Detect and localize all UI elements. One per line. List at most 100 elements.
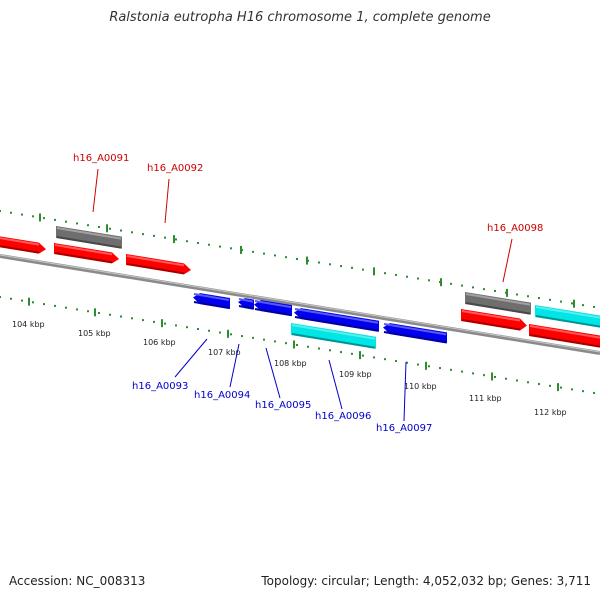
inner-scale-minor-tick [285,342,287,345]
inner-scale-minor-tick [197,327,199,330]
outer-scale-minor-tick [340,265,342,268]
inner-scale-minor-tick [406,361,408,364]
gene-arrow-h16_A0095-shape[interactable] [254,300,292,317]
gene-arrow-forward[interactable] [54,243,119,264]
gene-block-h16_A0098-shape[interactable] [465,292,531,315]
outer-scale-minor-tick [571,302,573,305]
inner-scale-minor-tick [384,358,386,361]
gene-arrow-h16_A0094[interactable] [238,298,254,310]
reverse-gene-leader [328,359,343,410]
inner-scale-minor-tick [307,345,309,348]
gene-arrow-forward[interactable] [0,236,46,254]
inner-scale-minor-tick [164,322,166,325]
outer-scale-minor-tick [395,273,397,276]
gene-arrow-forward-shade [0,245,40,254]
reverse-gene-leader [174,338,208,378]
gene-arrow-forward[interactable] [461,309,527,331]
kbp-label: 107 kbp [208,348,241,357]
gene-arrow-forward-highlight [529,325,600,339]
gene-block-rna-shape[interactable] [535,305,600,328]
gene-block-h16_A0091-shape[interactable] [56,226,122,249]
forward-gene-label[interactable]: h16_A0092 [147,163,203,174]
gene-arrow-forward-shape[interactable] [529,324,600,348]
inner-scale-minor-tick [373,356,375,359]
gene-arrow-h16_A0095[interactable] [254,300,292,317]
outer-scale-minor-tick [461,284,463,287]
gene-arrow-h16_A0093-highlight [193,293,230,301]
kbp-label: 104 kbp [12,320,45,329]
reverse-gene-leader [265,347,281,399]
kbp-label: 111 kbp [469,394,502,403]
inner-scale-minor-tick [318,347,320,350]
gene-arrow-h16_A0096-highlight [294,308,379,324]
inner-scale-minor-tick [296,343,298,346]
gene-block-h16_A0098-highlight [465,293,531,306]
gene-arrow-forward-highlight [54,244,113,256]
outer-scale-minor-tick [186,240,188,243]
inner-scale-minor-tick [219,331,221,334]
forward-gene-label[interactable]: h16_A0091 [73,153,129,164]
inner-scale-minor-tick [483,374,485,377]
outer-scale-minor-tick [318,261,320,264]
gene-arrow-forward-highlight [0,237,40,246]
outer-scale-minor-tick [32,215,34,218]
gene-arrow-h16_A0096-shape[interactable] [294,308,379,332]
forward-gene-leader [164,178,170,224]
gene-block-h16_A0098[interactable] [465,292,531,315]
gene-block-h16_A0091[interactable] [56,226,122,249]
genome-summary-label: Topology: circular; Length: 4,052,032 bp… [261,574,591,588]
reverse-gene-label[interactable]: h16_A0096 [315,411,371,422]
gene-arrow-h16_A0097[interactable] [383,323,447,344]
gene-arrow-h16_A0097-highlight [383,323,447,336]
outer-scale-minor-tick [329,263,331,266]
inner-scale-minor-tick [505,377,507,380]
outer-scale-minor-tick [109,227,111,230]
reverse-gene-label[interactable]: h16_A0094 [194,390,250,401]
inner-scale-minor-tick [21,299,23,302]
inner-scale-minor-tick [351,352,353,355]
outer-scale-minor-tick [527,295,529,298]
inner-scale-minor-tick [571,388,573,391]
outer-scale-minor-tick [483,288,485,291]
gene-arrow-h16_A0093-shape[interactable] [193,293,230,309]
inner-scale-minor-tick [329,349,331,352]
kbp-label: 108 kbp [274,359,307,368]
outer-scale-minor-tick [351,266,353,269]
inner-scale-minor-tick [87,310,89,313]
gene-arrow-h16_A0093[interactable] [193,293,230,309]
outer-scale-minor-tick [549,298,551,301]
gene-block-rna-shape[interactable] [291,323,376,349]
outer-scale-minor-tick [450,282,452,285]
gene-block-rna[interactable] [535,305,600,328]
gene-block-rna[interactable] [291,323,376,349]
forward-gene-label[interactable]: h16_A0098 [487,223,543,234]
gene-arrow-h16_A0096[interactable] [294,308,379,332]
gene-arrow-h16_A0097-shade [383,331,447,344]
gene-arrow-h16_A0097-shape[interactable] [383,323,447,344]
outer-scale-minor-tick [538,297,540,300]
outer-scale-minor-tick [87,224,89,227]
inner-scale-minor-tick [461,370,463,373]
kbp-label: 109 kbp [339,370,372,379]
outer-scale-minor-tick [285,256,287,259]
inner-scale-minor-tick [0,296,1,298]
gene-arrow-forward[interactable] [529,324,600,348]
accession-label: Accession: NC_008313 [9,574,146,588]
inner-scale-minor-tick [175,324,177,327]
inner-scale-minor-tick [131,317,133,320]
outer-scale-minor-tick [252,250,254,253]
gene-arrow-h16_A0092[interactable] [126,254,191,275]
inner-scale-minor-tick [549,384,551,387]
reverse-gene-label[interactable]: h16_A0097 [376,423,432,434]
inner-scale-minor-tick [263,338,265,341]
reverse-gene-label[interactable]: h16_A0095 [255,400,311,411]
outer-scale-minor-tick [98,225,100,228]
outer-scale-minor-tick [384,272,386,275]
inner-scale-minor-tick [527,381,529,384]
outer-scale-minor-tick [164,236,166,239]
inner-scale-minor-tick [43,303,45,306]
outer-scale-minor-tick [43,217,45,220]
reverse-gene-label[interactable]: h16_A0093 [132,381,188,392]
outer-scale-minor-tick [362,268,364,271]
